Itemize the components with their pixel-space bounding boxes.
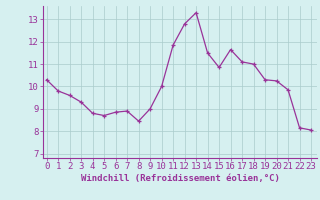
X-axis label: Windchill (Refroidissement éolien,°C): Windchill (Refroidissement éolien,°C): [81, 174, 279, 183]
